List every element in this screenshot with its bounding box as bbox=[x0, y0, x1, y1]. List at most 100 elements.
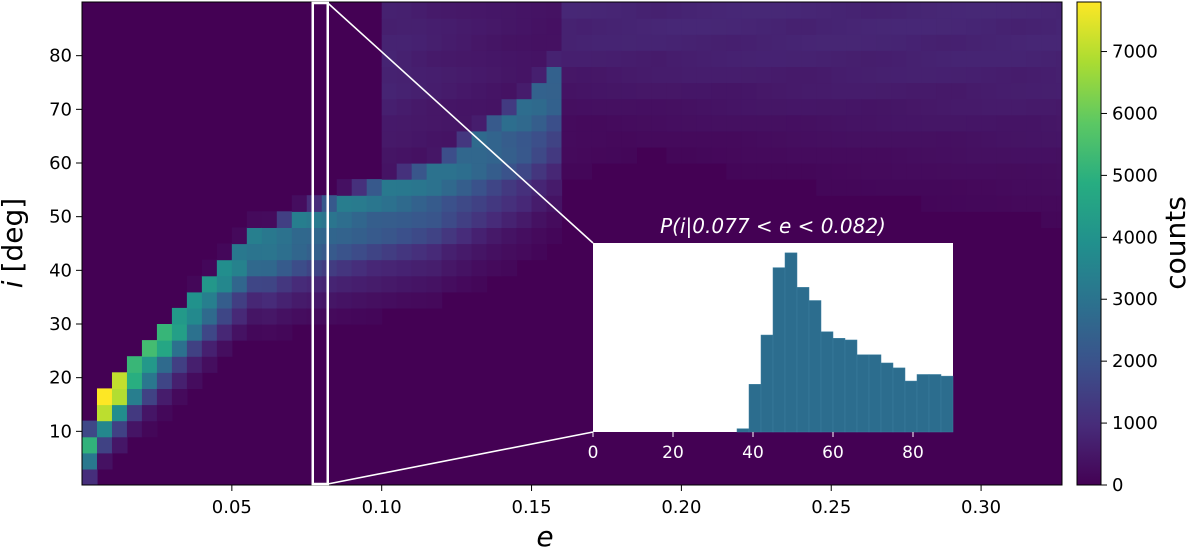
heatmap-cell bbox=[966, 34, 982, 51]
heatmap-cell bbox=[831, 18, 847, 35]
heatmap-cell bbox=[741, 66, 757, 84]
heatmap-cell bbox=[891, 130, 907, 148]
heatmap-cell bbox=[666, 50, 682, 67]
heatmap-cell bbox=[906, 18, 922, 35]
heatmap-cell bbox=[441, 50, 458, 67]
y-tick-label: 70 bbox=[49, 99, 72, 120]
heatmap-cell bbox=[786, 82, 802, 100]
heatmap-cell bbox=[1041, 50, 1057, 67]
heatmap-cell bbox=[846, 114, 862, 132]
colorbar-tick-label: 7000 bbox=[1112, 42, 1158, 63]
heatmap-cell bbox=[501, 227, 518, 245]
heatmap-cell bbox=[801, 163, 817, 180]
heatmap-cell bbox=[216, 307, 233, 325]
heatmap-cell bbox=[576, 66, 593, 84]
heatmap-cell bbox=[516, 50, 533, 67]
heatmap-cell bbox=[681, 82, 697, 100]
heatmap-cell bbox=[696, 2, 712, 19]
heatmap-cell bbox=[846, 66, 862, 84]
heatmap-cell bbox=[606, 2, 623, 19]
heatmap-cell bbox=[891, 66, 907, 84]
heatmap-cell bbox=[1011, 34, 1027, 51]
heatmap-cell bbox=[441, 2, 458, 19]
inset-bar bbox=[856, 354, 870, 433]
heatmap-cell bbox=[471, 163, 488, 180]
heatmap-cell bbox=[771, 82, 787, 100]
heatmap-cell bbox=[381, 146, 398, 164]
heatmap-cell bbox=[951, 130, 967, 148]
heatmap-cell bbox=[1056, 163, 1062, 180]
colorbar-tick-label: 2000 bbox=[1112, 351, 1158, 372]
heatmap-cell bbox=[1041, 211, 1057, 228]
heatmap-cell bbox=[516, 66, 533, 84]
heatmap-cell bbox=[426, 34, 443, 51]
heatmap-cell bbox=[321, 259, 338, 277]
heatmap-cell bbox=[621, 18, 638, 35]
heatmap-cell bbox=[726, 34, 742, 51]
heatmap-cell bbox=[321, 291, 338, 309]
heatmap-cell bbox=[246, 275, 263, 293]
heatmap-cell bbox=[696, 66, 712, 84]
heatmap-cell bbox=[981, 163, 997, 180]
heatmap-cell bbox=[621, 146, 638, 164]
heatmap-cell bbox=[636, 2, 653, 19]
heatmap-cell bbox=[1026, 82, 1042, 100]
heatmap-cell bbox=[501, 34, 518, 51]
heatmap-cell bbox=[486, 2, 503, 19]
heatmap-cell bbox=[546, 2, 563, 19]
heatmap-cell bbox=[906, 179, 922, 196]
heatmap-cell bbox=[996, 2, 1012, 19]
colorbar-tick-label: 5000 bbox=[1112, 165, 1158, 186]
x-axis-label: e bbox=[536, 520, 553, 551]
heatmap-cell bbox=[891, 34, 907, 51]
heatmap-cell bbox=[201, 275, 218, 293]
heatmap-cell bbox=[771, 50, 787, 67]
heatmap-cell bbox=[471, 179, 488, 196]
inset-x-tick-label: 20 bbox=[662, 443, 684, 463]
heatmap-cell bbox=[336, 211, 353, 228]
heatmap-cell bbox=[261, 211, 278, 228]
heatmap-cell bbox=[366, 307, 383, 325]
heatmap-cell bbox=[1026, 18, 1042, 35]
heatmap-cell bbox=[681, 50, 697, 67]
heatmap-cell bbox=[966, 146, 982, 164]
heatmap-cell bbox=[921, 82, 937, 100]
heatmap-cell bbox=[771, 66, 787, 84]
heatmap-cell bbox=[231, 259, 248, 277]
heatmap-cell bbox=[696, 18, 712, 35]
heatmap-cell bbox=[291, 275, 308, 293]
heatmap-cell bbox=[831, 66, 847, 84]
heatmap-cell bbox=[801, 98, 817, 116]
heatmap-cell bbox=[1026, 163, 1042, 180]
heatmap-cell bbox=[396, 227, 413, 245]
heatmap-cell bbox=[186, 356, 203, 373]
heatmap-cell bbox=[456, 2, 473, 19]
heatmap-cell bbox=[861, 34, 877, 51]
heatmap-cell bbox=[276, 259, 293, 277]
heatmap-cell bbox=[351, 243, 368, 261]
heatmap-cell bbox=[816, 34, 832, 51]
heatmap-cell bbox=[726, 82, 742, 100]
heatmap-cell bbox=[786, 2, 802, 19]
heatmap-cell bbox=[261, 259, 278, 277]
heatmap-cell bbox=[501, 2, 518, 19]
heatmap-cell bbox=[741, 18, 757, 35]
heatmap-cell bbox=[831, 130, 847, 148]
heatmap-cell bbox=[336, 291, 353, 309]
heatmap-cell bbox=[666, 18, 682, 35]
heatmap-cell bbox=[456, 50, 473, 67]
heatmap-cell bbox=[876, 146, 892, 164]
heatmap-cell bbox=[381, 291, 398, 309]
heatmap-cell bbox=[846, 18, 862, 35]
heatmap-cell bbox=[426, 18, 443, 35]
heatmap-cell bbox=[591, 2, 608, 19]
heatmap-cell bbox=[246, 324, 263, 341]
heatmap-cell bbox=[936, 82, 952, 100]
heatmap-cell bbox=[726, 66, 742, 84]
heatmap-cell bbox=[396, 146, 413, 164]
heatmap-cell bbox=[636, 34, 653, 51]
heatmap-cell bbox=[501, 146, 518, 164]
heatmap-cell bbox=[516, 34, 533, 51]
zoom-line-top bbox=[327, 2, 594, 244]
heatmap-cell bbox=[516, 211, 533, 228]
